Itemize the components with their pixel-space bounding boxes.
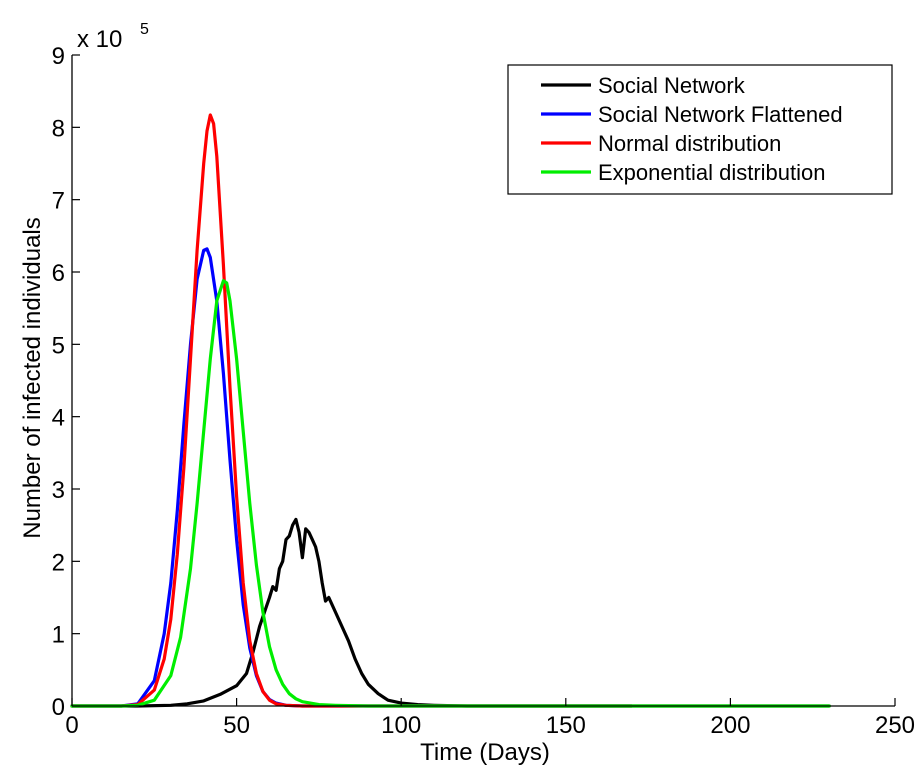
x-axis-label: Time (Days) [420, 739, 550, 766]
y-multiplier-label: x 10 [77, 26, 122, 53]
y-tick-label: 1 [52, 622, 65, 649]
x-tick-label: 250 [875, 712, 915, 739]
legend-label-0: Social Network [598, 73, 746, 98]
x-tick-label: 150 [546, 712, 586, 739]
x-tick-label: 100 [381, 712, 421, 739]
y-axis-label: Number of infected individuals [19, 217, 46, 539]
x-tick-label: 200 [710, 712, 750, 739]
legend-label-3: Exponential distribution [598, 160, 825, 185]
y-tick-label: 4 [52, 405, 65, 432]
y-tick-label: 6 [52, 260, 65, 287]
y-tick-label: 0 [52, 694, 65, 721]
axes-layer: 0 50 100 150 200 250 0 1 2 3 4 5 6 7 8 9 [52, 43, 915, 739]
x-tick-label: 0 [65, 712, 78, 739]
series-layer [70, 113, 831, 708]
y-multiplier-exponent: 5 [140, 21, 149, 38]
series-line-3 [70, 279, 831, 708]
y-tick-label: 3 [52, 477, 65, 504]
legend-label-1: Social Network Flattened [598, 102, 843, 127]
series-line-0 [70, 517, 831, 708]
y-tick-label: 7 [52, 188, 65, 215]
series-line-2 [70, 113, 634, 708]
y-tick-label: 9 [52, 43, 65, 70]
legend: Social Network Social Network Flattened No… [507, 64, 893, 195]
legend-label-2: Normal distribution [598, 131, 781, 156]
y-tick-label: 2 [52, 549, 65, 576]
y-tick-label: 8 [52, 115, 65, 142]
y-tick-label: 5 [52, 332, 65, 359]
x-tick-label: 50 [223, 712, 250, 739]
